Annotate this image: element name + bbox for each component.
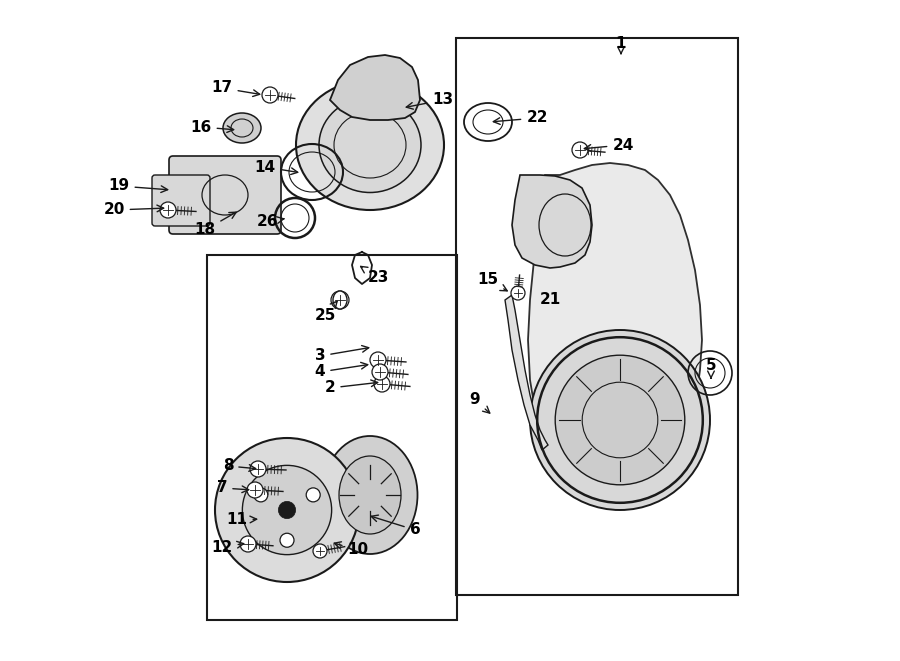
Text: 21: 21 <box>539 293 561 307</box>
Circle shape <box>370 352 386 368</box>
Circle shape <box>242 465 331 555</box>
Text: 24: 24 <box>584 137 634 153</box>
Circle shape <box>280 533 294 547</box>
Text: 10: 10 <box>334 542 369 557</box>
Text: 26: 26 <box>256 215 284 229</box>
Polygon shape <box>512 175 592 268</box>
Circle shape <box>215 438 359 582</box>
Circle shape <box>372 364 388 380</box>
Circle shape <box>262 87 278 103</box>
Text: 11: 11 <box>227 512 256 527</box>
Circle shape <box>572 142 588 158</box>
Ellipse shape <box>223 113 261 143</box>
Text: 1: 1 <box>616 36 626 54</box>
Text: 9: 9 <box>470 393 490 413</box>
Text: 5: 5 <box>706 358 716 378</box>
Circle shape <box>555 355 685 485</box>
Bar <box>207 255 457 620</box>
Text: 2: 2 <box>325 380 378 395</box>
Ellipse shape <box>333 291 347 309</box>
Text: 23: 23 <box>361 266 389 286</box>
Ellipse shape <box>296 80 444 210</box>
Circle shape <box>511 286 525 300</box>
Circle shape <box>374 376 390 392</box>
Text: 13: 13 <box>406 93 454 109</box>
Text: 22: 22 <box>493 110 548 126</box>
Text: 19: 19 <box>108 178 167 194</box>
Text: 18: 18 <box>194 212 236 237</box>
Text: 15: 15 <box>477 272 508 291</box>
Text: 7: 7 <box>217 481 248 496</box>
Text: 14: 14 <box>255 159 298 175</box>
Circle shape <box>313 544 327 558</box>
Text: 3: 3 <box>315 346 369 364</box>
Bar <box>456 38 738 595</box>
Text: 4: 4 <box>315 362 368 379</box>
Circle shape <box>530 330 710 510</box>
Polygon shape <box>528 163 702 492</box>
Text: 20: 20 <box>104 202 164 217</box>
Text: 17: 17 <box>212 81 260 97</box>
FancyBboxPatch shape <box>152 175 210 226</box>
Text: 12: 12 <box>212 539 244 555</box>
Text: 25: 25 <box>314 301 338 323</box>
Circle shape <box>160 202 176 218</box>
FancyBboxPatch shape <box>169 156 281 234</box>
Text: 6: 6 <box>371 515 420 537</box>
Circle shape <box>331 291 349 309</box>
Polygon shape <box>505 295 548 450</box>
Text: 16: 16 <box>191 120 234 134</box>
Polygon shape <box>330 55 420 120</box>
Ellipse shape <box>319 98 421 192</box>
Ellipse shape <box>322 436 418 554</box>
Text: 8: 8 <box>222 459 256 473</box>
Circle shape <box>278 501 295 519</box>
Circle shape <box>240 536 256 552</box>
Circle shape <box>306 488 320 502</box>
Ellipse shape <box>339 456 401 534</box>
Circle shape <box>247 482 263 498</box>
Circle shape <box>254 488 268 502</box>
Circle shape <box>250 461 266 477</box>
